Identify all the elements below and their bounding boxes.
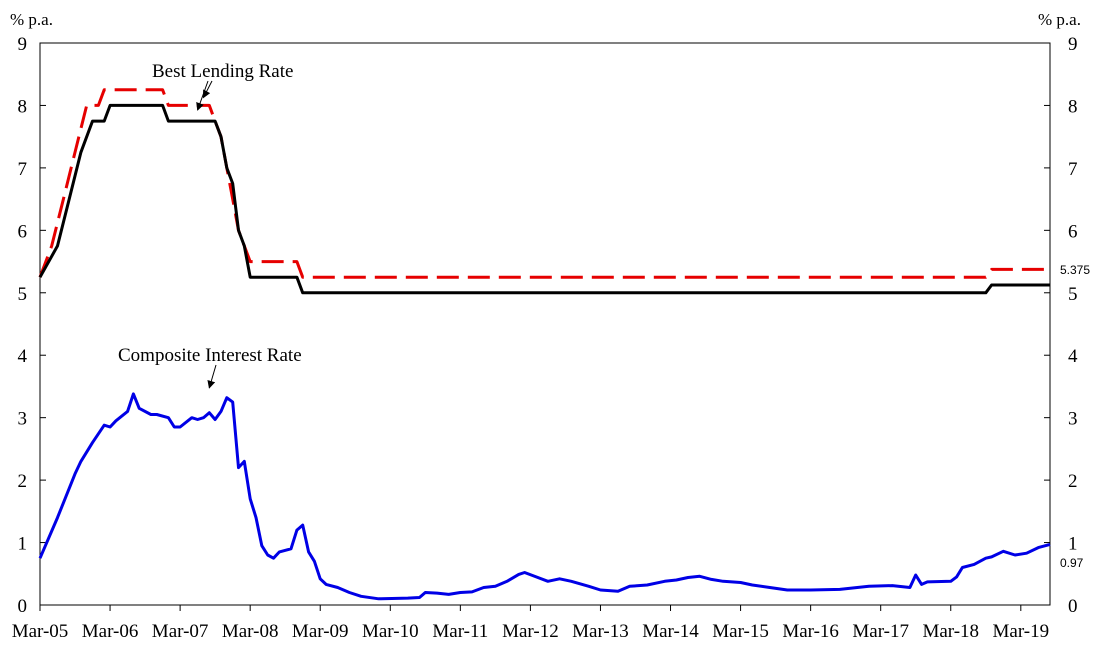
x-tick-label: Mar-14 — [642, 621, 699, 642]
annotation-layer: Best Lending Rate Composite Interest Rat… — [118, 61, 302, 389]
left-y-tick-label: 5 — [18, 284, 28, 305]
right-y-tick-label: 9 — [1068, 34, 1078, 55]
left-y-tick-label: 4 — [18, 346, 28, 367]
x-tick-label: Mar-19 — [993, 621, 1050, 642]
right-y-tick-label: 8 — [1068, 96, 1078, 117]
x-tick-label: Mar-10 — [362, 621, 419, 642]
right-y-tick-label: 6 — [1068, 221, 1078, 242]
right-y-tick-label: 0 — [1068, 596, 1078, 617]
x-tick-label: Mar-05 — [12, 621, 69, 642]
left-y-axis: 0 1 2 3 4 5 6 7 8 9 — [18, 34, 46, 617]
left-y-tick-label: 8 — [18, 96, 28, 117]
x-tick-label: Mar-15 — [712, 621, 769, 642]
x-tick-label: Mar-06 — [82, 621, 139, 642]
x-tick-label: Mar-18 — [922, 621, 979, 642]
annotation-composite-interest-rate: Composite Interest Rate — [118, 345, 302, 366]
annotation-arrow — [196, 80, 209, 111]
left-y-tick-label: 9 — [18, 34, 28, 55]
left-y-tick-label: 6 — [18, 221, 28, 242]
right-y-tick-label: 5 — [1068, 284, 1078, 305]
composite-interest-rate-line — [38, 392, 1051, 601]
right-axis-unit: % p.a. — [1038, 10, 1081, 29]
best-lending-rate-lower-line — [38, 103, 1050, 295]
x-tick-label: Mar-17 — [852, 621, 909, 642]
right-y-tick-label: 7 — [1068, 159, 1078, 180]
best-lending-rate-upper-line — [38, 88, 1050, 279]
x-axis: Mar-05 Mar-06 Mar-07 Mar-08 Mar-09 Mar-10 Mar-… — [12, 605, 1049, 642]
left-axis-unit: % p.a. — [10, 10, 53, 29]
x-tick-label: Mar-11 — [432, 621, 488, 642]
series-layer — [38, 88, 1051, 601]
x-tick-label: Mar-09 — [292, 621, 349, 642]
x-tick-label: Mar-13 — [572, 621, 629, 642]
left-y-tick-label: 0 — [18, 596, 28, 617]
annotation-arrow — [203, 80, 213, 99]
right-y-axis: 0 1 2 3 4 5 6 7 8 9 — [1044, 34, 1078, 617]
left-y-tick-label: 3 — [18, 409, 28, 430]
x-tick-label: Mar-12 — [502, 621, 559, 642]
left-y-tick-label: 7 — [18, 159, 28, 180]
plot-frame — [39, 42, 1051, 606]
x-tick-label: Mar-07 — [152, 621, 209, 642]
x-tick-label: Mar-16 — [782, 621, 839, 642]
right-y-tick-label: 2 — [1068, 471, 1078, 492]
left-y-tick-label: 1 — [18, 534, 28, 555]
left-y-tick-label: 2 — [18, 471, 28, 492]
right-y-tick-label: 4 — [1068, 346, 1078, 367]
end-label-best-lending-rate: 5.375 — [1060, 263, 1090, 277]
annotation-best-lending-rate: Best Lending Rate — [152, 61, 293, 82]
right-y-tick-label: 1 — [1068, 534, 1078, 555]
annotation-arrow — [207, 364, 217, 389]
x-tick-label: Mar-08 — [222, 621, 279, 642]
end-label-composite-interest-rate: 0.97 — [1060, 556, 1084, 570]
right-y-tick-label: 3 — [1068, 409, 1078, 430]
